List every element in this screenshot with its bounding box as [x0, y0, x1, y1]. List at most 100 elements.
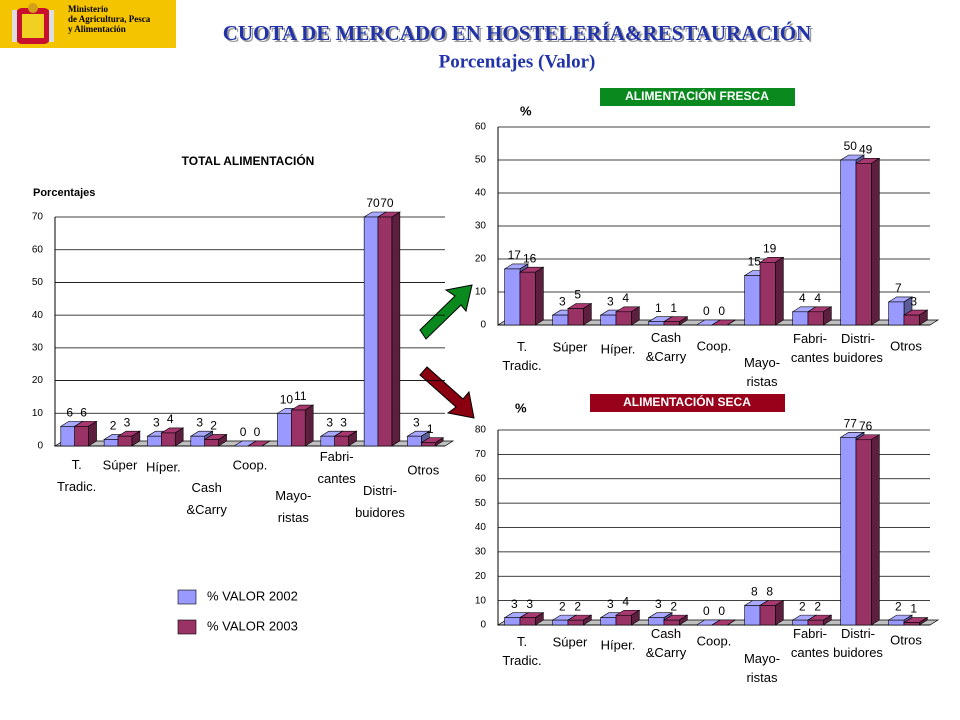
bar: [792, 311, 809, 326]
bar: [117, 435, 133, 447]
legend-swatch: [177, 589, 197, 605]
x-tick-label: Híper.: [601, 341, 636, 356]
y-tick-label: 60: [32, 244, 44, 255]
x-tick-label: Fabri-cantes: [791, 626, 830, 660]
x-tick-label: Distri-buidores: [833, 626, 883, 660]
value-label: 3: [413, 415, 420, 429]
y-tick-label: 0: [480, 620, 486, 631]
value-label: 3: [340, 415, 347, 429]
legend-label: % VALOR 2002: [207, 588, 298, 603]
x-tick-label: Distri-buidores: [833, 331, 883, 365]
y-axis-label: %: [520, 103, 532, 118]
y-tick-label: 30: [475, 221, 487, 232]
value-label: 4: [799, 291, 806, 305]
y-axis-label: %: [515, 400, 527, 415]
value-label: 3: [153, 415, 160, 429]
value-label: 16: [523, 251, 537, 265]
y-tick-label: 60: [475, 122, 487, 133]
chart-title-box: [590, 394, 785, 412]
y-tick-label: 20: [475, 254, 487, 265]
bar: [648, 321, 665, 326]
bar: [792, 619, 809, 626]
bar: [840, 437, 857, 626]
value-label: 3: [124, 415, 131, 429]
bar: [648, 617, 665, 626]
bar: [903, 314, 920, 326]
x-tick-label: Cash &Carry: [186, 480, 227, 517]
value-label: 8: [751, 585, 758, 599]
value-label: 3: [559, 294, 566, 308]
value-label: 0: [703, 304, 710, 318]
value-label: 2: [574, 599, 581, 613]
bar: [663, 619, 680, 626]
x-tick-label: T. Tradic.: [502, 339, 541, 373]
x-tick-label: Fabri-cantes: [791, 331, 830, 365]
bar: [147, 435, 162, 447]
value-label: 50: [844, 139, 858, 153]
value-label: 3: [511, 597, 518, 611]
bar: [519, 617, 536, 626]
value-label: 1: [655, 301, 662, 315]
bar: [807, 619, 824, 626]
bar: [334, 435, 349, 447]
x-tick-label: Coop.: [697, 338, 732, 353]
bar-side: [775, 256, 784, 326]
value-label: 10: [280, 392, 294, 406]
value-label: 3: [607, 597, 614, 611]
chart-title: ALIMENTACIÓN SECA: [623, 394, 751, 409]
bar: [60, 426, 75, 447]
y-tick-label: 30: [32, 342, 44, 353]
value-label: 49: [859, 142, 873, 156]
y-tick-label: 30: [475, 547, 487, 558]
value-label: 77: [844, 416, 858, 430]
bar: [161, 432, 176, 447]
y-tick-label: 20: [32, 375, 44, 386]
arrow-seca: [419, 366, 475, 419]
value-label: 3: [607, 294, 614, 308]
y-tick-label: 70: [32, 212, 44, 223]
y-tick-label: 20: [475, 571, 487, 582]
x-tick-label: T. Tradic.: [57, 457, 96, 494]
value-label: 2: [670, 599, 677, 613]
value-label: 0: [718, 604, 725, 618]
x-tick-label: Híper.: [601, 637, 636, 652]
arrow-fresca: [419, 284, 473, 340]
value-label: 2: [559, 599, 566, 613]
chart-title: ALIMENTACIÓN FRESCA: [625, 88, 769, 103]
bar: [291, 409, 306, 447]
value-label: 4: [622, 291, 629, 305]
bar-side: [871, 434, 880, 626]
bar: [855, 163, 872, 326]
value-label: 2: [799, 599, 806, 613]
legend-swatch: [177, 619, 197, 635]
coat-of-arms: [12, 3, 54, 44]
bar: [600, 314, 617, 326]
value-label: 3: [526, 597, 533, 611]
x-tick-label: Cash &Carry: [646, 626, 687, 660]
x-tick-label: Fabri-cantes: [318, 449, 357, 486]
value-label: 6: [66, 406, 73, 420]
bar: [421, 442, 436, 447]
value-label: 7: [895, 281, 902, 295]
x-tick-label: Mayo-ristas: [275, 488, 311, 525]
x-tick-label: Mayo-ristas: [744, 355, 780, 389]
bar-side: [261, 440, 271, 447]
value-label: 17: [508, 248, 522, 262]
bar: [277, 412, 292, 447]
bar: [600, 617, 617, 626]
y-tick-label: 10: [32, 408, 44, 419]
bar-side: [391, 211, 401, 447]
bar: [320, 435, 335, 447]
bar: [363, 216, 379, 447]
bar: [204, 439, 219, 447]
bar: [504, 617, 521, 626]
x-tick-label: Mayo-ristas: [744, 651, 780, 685]
bar-side: [727, 319, 736, 326]
value-label: 70: [380, 196, 394, 210]
bar: [615, 311, 632, 326]
bar: [103, 439, 119, 447]
value-label: 3: [196, 415, 203, 429]
value-label: 1: [427, 422, 434, 436]
bar: [888, 619, 905, 626]
bar: [190, 435, 205, 447]
